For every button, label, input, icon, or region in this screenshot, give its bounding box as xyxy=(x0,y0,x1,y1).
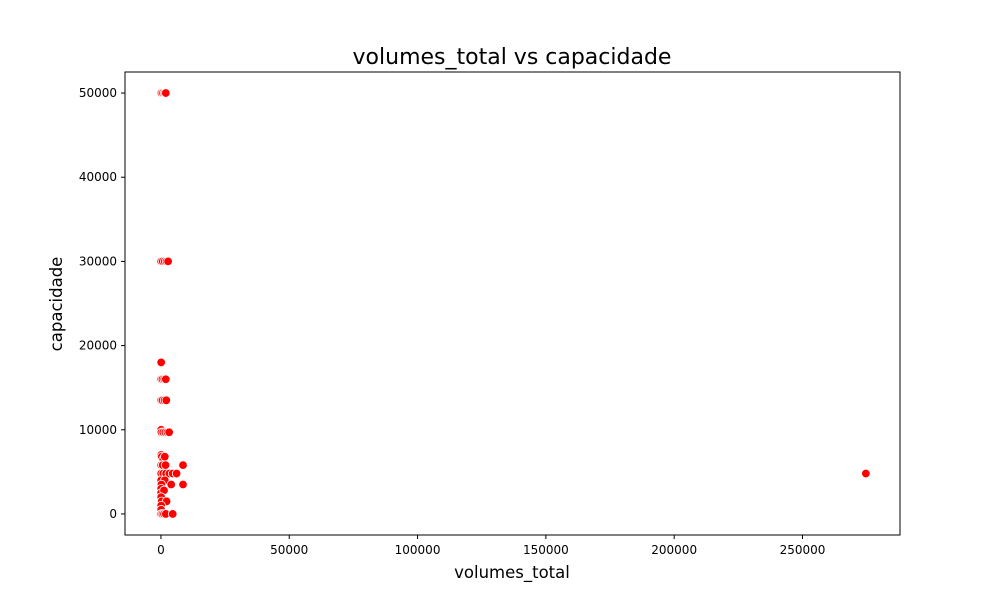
data-point xyxy=(161,374,171,384)
x-tick-label: 250000 xyxy=(780,543,826,557)
y-tick-label: 0 xyxy=(109,507,117,521)
data-point xyxy=(161,395,172,406)
y-tick-label: 30000 xyxy=(79,254,117,268)
data-point xyxy=(861,468,871,479)
data-point xyxy=(163,256,173,267)
data-point xyxy=(156,357,166,368)
x-tick-label: 200000 xyxy=(651,543,697,557)
data-point xyxy=(168,509,178,519)
data-point xyxy=(171,468,182,479)
x-tick-label: 100000 xyxy=(395,543,441,557)
data-points xyxy=(156,88,871,519)
data-point xyxy=(160,452,170,462)
y-tick-label: 10000 xyxy=(79,423,117,437)
plot-area-frame xyxy=(124,71,901,536)
x-tick-label: 150000 xyxy=(523,543,569,557)
x-tick-label: 0 xyxy=(157,543,165,557)
y-tick-label: 50000 xyxy=(79,86,117,100)
data-point xyxy=(161,88,171,98)
y-axis-label: capacidade xyxy=(47,257,66,352)
chart-title: volumes_total vs capacidade xyxy=(353,45,672,70)
data-point xyxy=(178,460,188,470)
x-axis-label: volumes_total xyxy=(454,563,570,583)
data-point xyxy=(160,460,171,470)
y-tick-label: 40000 xyxy=(79,170,117,184)
data-point xyxy=(164,427,174,437)
data-point xyxy=(178,479,188,490)
x-tick-label: 50000 xyxy=(270,543,308,557)
data-point xyxy=(166,479,176,490)
y-tick-label: 20000 xyxy=(79,339,117,353)
axis-ticks: 0 50000 100000 150000 200000 250000 0 10000 2000… xyxy=(79,86,826,557)
